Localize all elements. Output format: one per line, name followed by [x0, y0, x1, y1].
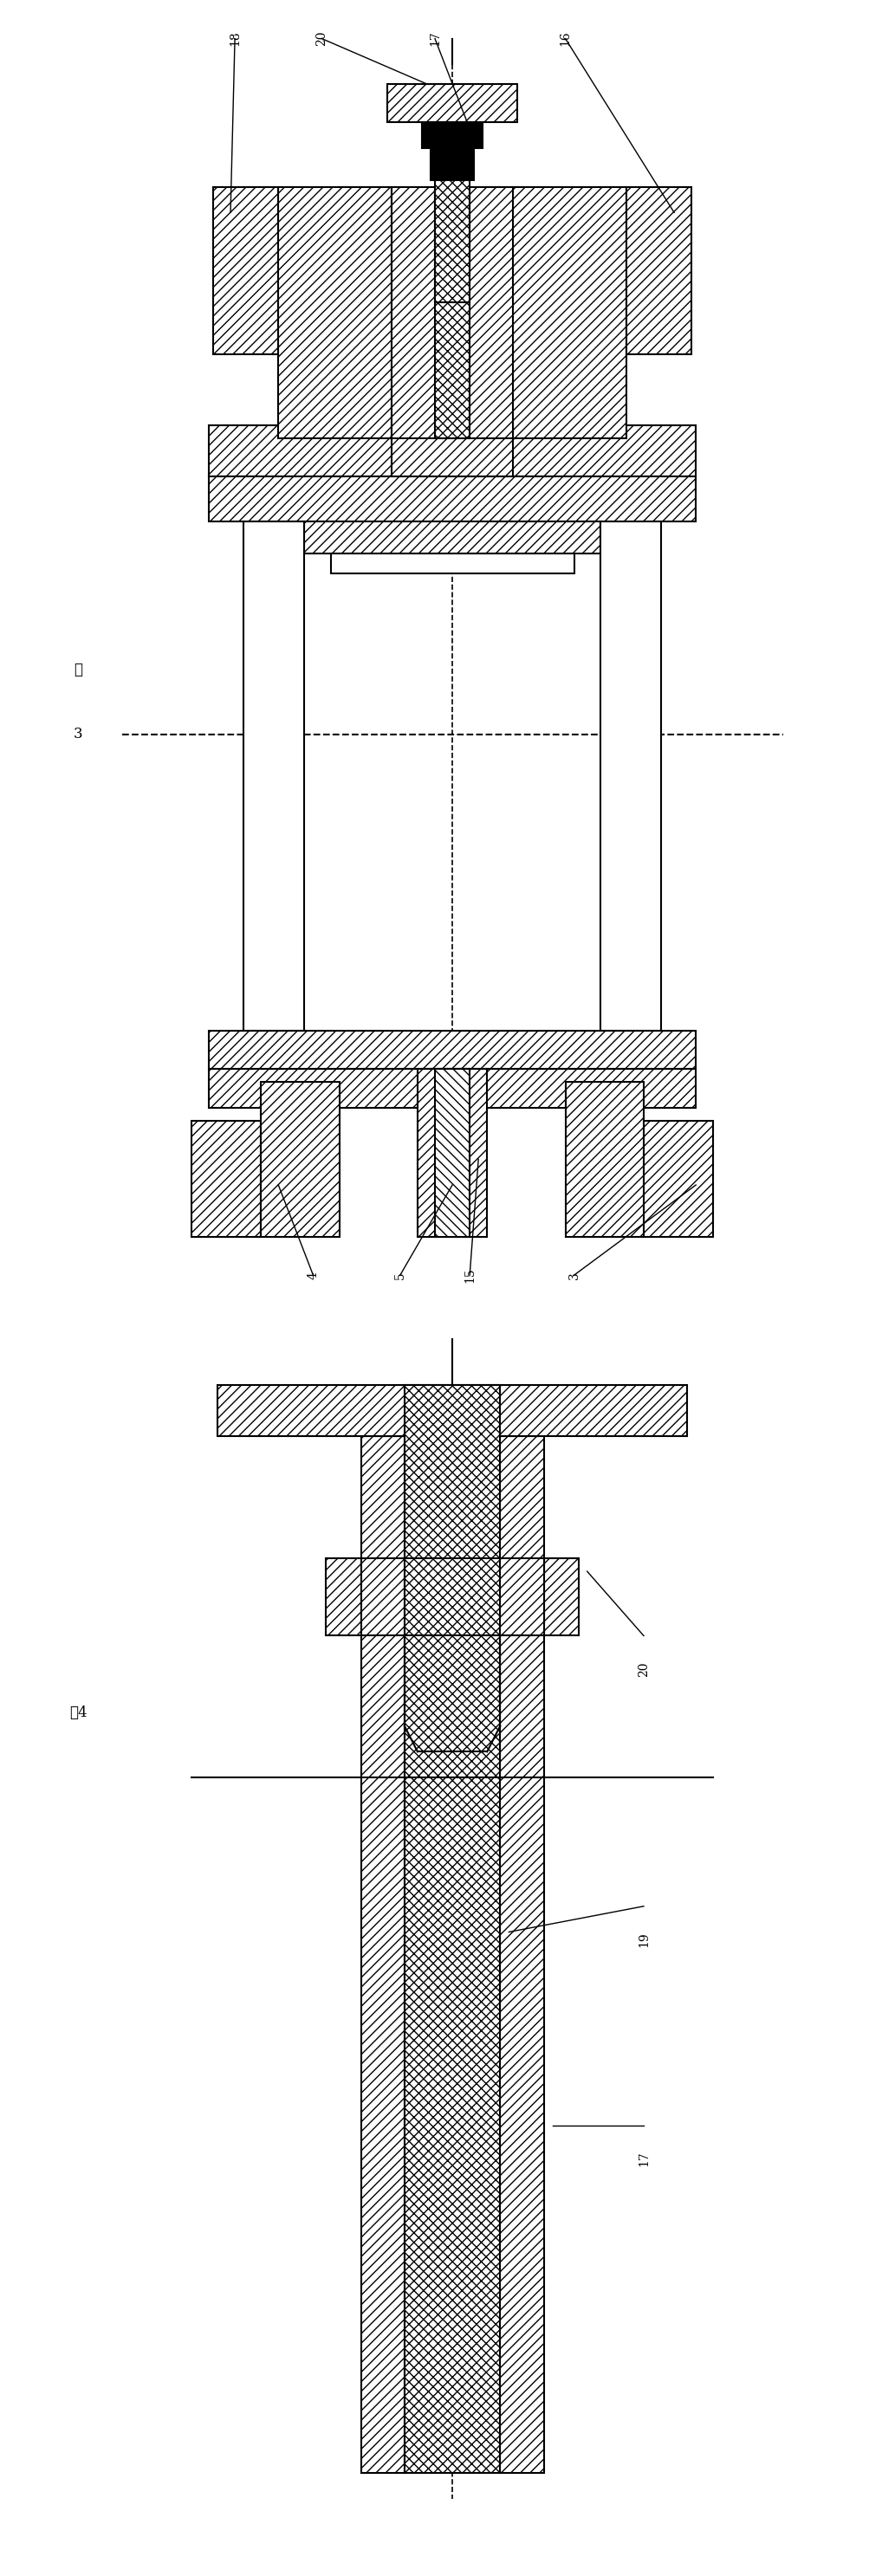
Bar: [643, 1121, 713, 1236]
Bar: [209, 1069, 695, 1108]
Bar: [600, 520, 660, 1030]
Bar: [209, 1030, 695, 1069]
Text: 20: 20: [637, 1662, 649, 1677]
Bar: [209, 425, 695, 477]
Bar: [261, 1082, 339, 1236]
Bar: [500, 1435, 543, 2473]
Bar: [278, 185, 391, 438]
Bar: [361, 1435, 404, 2473]
Text: 图: 图: [74, 662, 83, 677]
Bar: [404, 1558, 500, 1636]
Text: 5: 5: [394, 1273, 406, 1278]
Bar: [434, 103, 469, 301]
Bar: [387, 82, 517, 121]
Text: 17: 17: [637, 2151, 649, 2166]
Bar: [500, 1558, 543, 1636]
Text: 19: 19: [637, 1932, 649, 1947]
Bar: [421, 121, 482, 147]
Text: 18: 18: [229, 31, 241, 46]
Bar: [209, 477, 695, 520]
Bar: [391, 185, 513, 438]
Text: 4: 4: [307, 1273, 319, 1278]
Text: 图4: 图4: [70, 1705, 87, 1721]
Text: 16: 16: [559, 31, 571, 46]
Text: 17: 17: [428, 31, 441, 46]
Bar: [404, 1386, 500, 2473]
Bar: [213, 185, 278, 353]
Bar: [417, 1069, 487, 1236]
Bar: [330, 554, 574, 572]
Text: 15: 15: [463, 1267, 475, 1283]
Bar: [626, 185, 691, 353]
Bar: [243, 520, 304, 1030]
Bar: [391, 425, 513, 477]
Bar: [434, 185, 469, 438]
Bar: [191, 1121, 261, 1236]
Bar: [434, 1069, 469, 1236]
Bar: [565, 1082, 643, 1236]
Text: 3: 3: [567, 1273, 580, 1278]
Bar: [217, 1386, 687, 1435]
Bar: [326, 1558, 361, 1636]
Bar: [361, 1558, 404, 1636]
Bar: [304, 520, 600, 554]
Bar: [513, 185, 626, 438]
Text: 3: 3: [74, 726, 83, 742]
Text: 20: 20: [315, 31, 328, 46]
Bar: [543, 1558, 578, 1636]
Bar: [430, 147, 474, 180]
